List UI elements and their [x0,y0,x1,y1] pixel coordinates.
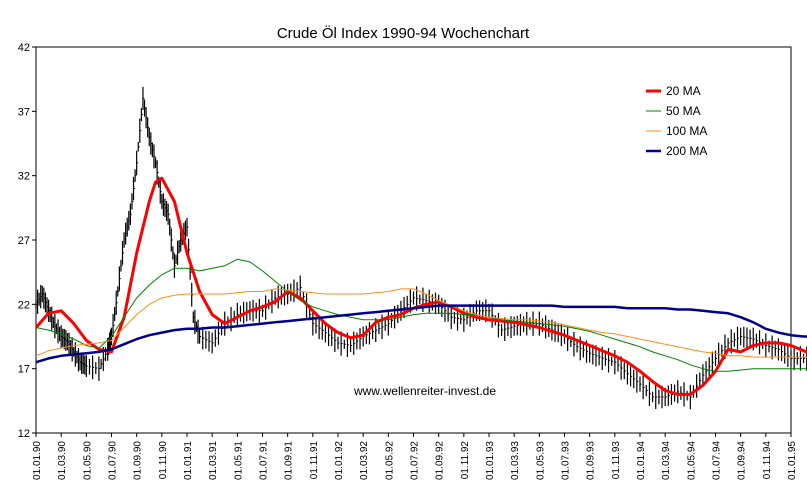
x-tick-label: 01.11.92 [460,441,471,480]
y-tick-label: 42 [18,42,30,54]
x-tick-label: 01.05.92 [384,441,395,480]
y-tick-label: 32 [18,171,30,183]
x-tick-label: 01.01.93 [485,441,496,480]
legend-label: 20 MA [666,84,701,98]
x-tick-label: 01.09.91 [284,441,295,480]
x-tick-label: 01.05.90 [82,441,93,480]
x-tick-label: 01.11.94 [762,441,773,480]
x-tick-label: 01.09.94 [737,441,748,480]
plot-area: 12 17 22 27 32 37 42 01.01.90 01.03.90 01.05.90 01… [18,42,807,480]
x-tick-label: 01.03.93 [510,441,521,480]
x-tick-label: 01.03.94 [661,441,672,480]
plot-frame [35,46,792,434]
x-tick-label: 01.01.91 [183,441,194,480]
x-tick-label: 01.11.91 [309,441,320,480]
x-tick-label: 01.09.92 [435,441,446,480]
y-tick-label: 37 [18,106,30,118]
y-tick-label: 12 [18,428,30,440]
series-line-50-ma [35,258,807,372]
x-tick-label: 01.03.90 [57,441,68,480]
y-tick-label: 27 [18,235,30,247]
x-tick-label: 01.03.92 [359,441,370,480]
x-tick-label: 01.01.92 [334,441,345,480]
legend-label: 200 MA [666,144,707,158]
x-tick-label: 01.05.93 [535,441,546,480]
x-tick-label: 01.07.93 [561,441,572,480]
x-tick-label: 01.01.95 [787,441,798,480]
chart-title: Crude Öl Index 1990-94 Wochenchart [277,24,530,42]
x-tick-label: 01.01.90 [32,441,43,480]
legend-label: 100 MA [666,124,707,138]
x-tick-label: 01.01.94 [636,441,647,480]
x-tick-label: 01.07.91 [259,441,270,480]
x-tick-label: 01.05.94 [686,441,697,480]
series-line-20-ma [34,176,807,396]
x-tick-label: 01.09.93 [586,441,597,480]
x-tick-label: 01.07.94 [712,441,723,480]
x-tick-label: 01.05.91 [233,441,244,480]
y-tick-label: 17 [18,364,30,376]
x-tick-label: 01.11.90 [158,441,169,480]
series-line-100-ma [35,288,807,358]
y-tick-label: 22 [18,299,30,311]
x-tick-label: 01.07.90 [108,441,119,480]
x-tick-label: 01.09.90 [133,441,144,480]
x-tick-label: 01.03.91 [208,441,219,480]
x-tick-label: 01.07.92 [410,441,421,480]
series-line-200-ma [35,304,807,364]
legend-label: 50 MA [666,104,701,118]
watermark-text: www.wellenreiter-invest.de [353,384,496,398]
x-tick-label: 01.11.93 [611,441,622,480]
